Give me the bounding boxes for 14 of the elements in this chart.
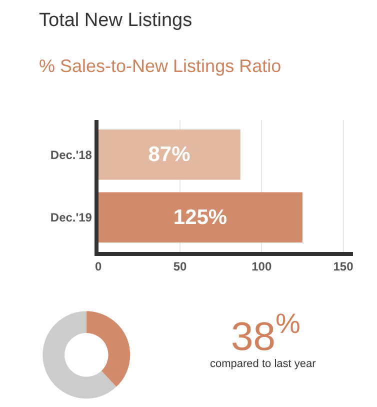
data-label: 87%: [148, 143, 191, 166]
x-tick-label: 100: [252, 259, 272, 274]
x-tick-label: 0: [95, 259, 102, 274]
text: compared to last year: [210, 358, 316, 370]
donut-slice: [42, 311, 116, 399]
y-tick-label: Dec.'18: [50, 148, 92, 162]
text: 38$^{%}$: [231, 308, 300, 359]
x-tick-label: 150: [333, 259, 354, 274]
y-tick-label: Dec.'19: [50, 210, 92, 225]
data-label: 125%: [173, 206, 228, 229]
donut-slice: [86, 311, 130, 387]
x-tick-label: 50: [173, 259, 187, 274]
chart-title: Total New Listings: [39, 10, 192, 31]
chart-subtitle: % Sales-to-New Listings Ratio: [39, 56, 282, 76]
